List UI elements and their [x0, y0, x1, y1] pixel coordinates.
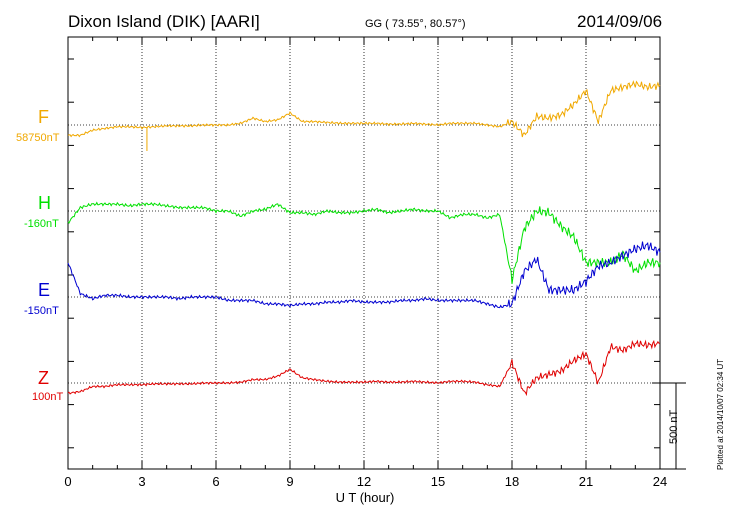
label-H: H [38, 193, 51, 213]
x-tick-label: 0 [64, 474, 72, 489]
scale-label: 500 nT [668, 409, 680, 444]
x-tick-label: 21 [578, 474, 594, 489]
plot-date: 2014/09/06 [577, 12, 663, 31]
baseline-Z: 100nT [32, 391, 64, 403]
traces-layer [67, 80, 661, 397]
x-tick-label: 9 [286, 474, 294, 489]
baseline-E: -150nT [24, 305, 59, 317]
station-title: Dixon Island (DIK) [AARI] [68, 12, 260, 31]
label-F: F [38, 107, 49, 127]
series-line-H [67, 201, 661, 284]
baseline-H: -160nT [24, 218, 59, 230]
series-line-E [67, 241, 661, 309]
scale-bar [652, 382, 686, 470]
series-line-Z [67, 339, 661, 397]
series-line-F [67, 80, 661, 138]
label-Z: Z [38, 368, 49, 388]
x-tick-label: 15 [430, 474, 446, 489]
baseline-F: 58750nT [16, 132, 60, 144]
label-E: E [38, 280, 51, 300]
plotted-timestamp: Plotted at 2014/10/07 02:34 UT [716, 358, 725, 470]
x-tick-label: 18 [504, 474, 520, 489]
station-coords: GG ( 73.55°, 80.57°) [365, 18, 466, 30]
x-tick-label: 6 [212, 474, 220, 489]
x-axis-title: U T (hour) [335, 490, 395, 505]
x-tick-label: 3 [138, 474, 146, 489]
grid-layer [67, 37, 661, 469]
x-tick-label: 24 [652, 474, 668, 489]
x-tick-label: 12 [356, 474, 372, 489]
